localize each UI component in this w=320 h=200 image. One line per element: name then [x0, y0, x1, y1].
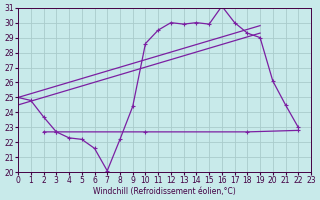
X-axis label: Windchill (Refroidissement éolien,°C): Windchill (Refroidissement éolien,°C) [93, 187, 236, 196]
